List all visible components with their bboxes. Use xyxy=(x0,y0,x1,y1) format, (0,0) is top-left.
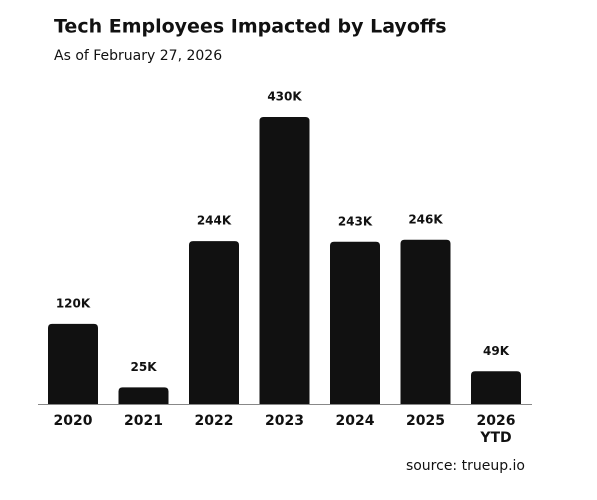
value-label: 243K xyxy=(338,214,373,228)
bar xyxy=(259,117,310,404)
x-tick-label: 2020 xyxy=(54,413,93,429)
x-tick-label: 2026 YTD xyxy=(477,413,516,446)
x-tick-label: 2023 xyxy=(265,413,304,429)
bar xyxy=(471,371,521,404)
value-label: 49K xyxy=(483,344,510,358)
chart-subtitle: As of February 27, 2026 xyxy=(54,48,222,64)
x-tick-label: 2025 xyxy=(406,413,445,429)
x-tick-label: 2024 xyxy=(336,413,375,429)
value-label: 120K xyxy=(56,296,91,310)
x-tick-label: 2022 xyxy=(195,413,234,429)
bar xyxy=(330,241,380,404)
value-label: 246K xyxy=(408,212,443,226)
bar xyxy=(118,387,169,404)
bar xyxy=(48,323,98,404)
x-tick-label: 2021 xyxy=(124,413,163,429)
value-label: 244K xyxy=(197,214,232,228)
bar xyxy=(400,239,451,404)
value-label: 25K xyxy=(131,360,158,374)
bar xyxy=(189,241,239,404)
chart-title: Tech Employees Impacted by Layoffs xyxy=(54,16,447,38)
source-note: source: trueup.io xyxy=(406,458,525,474)
value-label: 430K xyxy=(267,90,302,104)
